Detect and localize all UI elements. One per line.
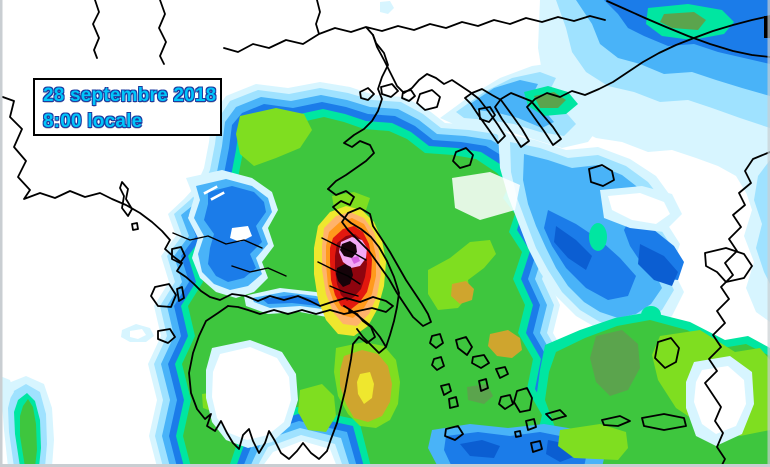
white-hole bbox=[694, 366, 746, 434]
coast-central-greece bbox=[327, 34, 389, 190]
storm-magenta-streak bbox=[351, 256, 360, 264]
borders-north bbox=[92, 0, 606, 65]
precip-bottom-blue bbox=[428, 424, 608, 467]
coast-chalkidiki bbox=[372, 15, 770, 148]
cyclades-islands bbox=[429, 333, 567, 453]
edge-strip-left bbox=[0, 0, 3, 467]
edge-strip-right bbox=[767, 0, 770, 467]
coast-sporades bbox=[359, 83, 474, 169]
lakes bbox=[416, 89, 496, 123]
coast-turkey bbox=[704, 151, 770, 467]
coast-mainland-west bbox=[0, 95, 394, 315]
white-streak-marks bbox=[203, 185, 225, 201]
date-text: 28 septembre 2018 bbox=[43, 85, 217, 106]
contour-path bbox=[451, 281, 474, 304]
contour-path bbox=[558, 424, 628, 460]
contour-path bbox=[660, 12, 706, 30]
streak bbox=[203, 185, 218, 195]
white-hole bbox=[130, 329, 146, 339]
coast-thrace bbox=[606, 0, 770, 58]
coast-peloponnese bbox=[188, 305, 376, 460]
spring-oval bbox=[589, 223, 607, 251]
contour-path bbox=[488, 330, 522, 358]
contour-path bbox=[357, 372, 374, 404]
ionian-islands bbox=[119, 181, 186, 344]
precip-ionian-blues bbox=[186, 170, 278, 298]
white-hole bbox=[608, 193, 670, 224]
contour-path bbox=[380, 1, 394, 14]
white-hole bbox=[212, 347, 291, 440]
storm-black-core bbox=[336, 264, 353, 287]
contour-path bbox=[236, 108, 312, 166]
contour-path bbox=[298, 384, 336, 432]
contour-path bbox=[590, 330, 640, 396]
time-text: 8:00 locale bbox=[43, 111, 143, 132]
contour-path bbox=[754, 160, 770, 284]
edge-strip-bottom bbox=[0, 464, 770, 467]
coast-euboea bbox=[341, 207, 432, 327]
contour-path bbox=[0, 376, 14, 402]
precip-topright-olive bbox=[660, 12, 706, 30]
coast-attica bbox=[327, 188, 400, 354]
white-hole bbox=[452, 172, 520, 220]
aegean-islands bbox=[588, 164, 753, 431]
storm-black-core bbox=[340, 241, 357, 258]
precip-bottomleft bbox=[0, 324, 154, 467]
edge-black-tick bbox=[764, 16, 770, 38]
precip-aegean-band bbox=[498, 132, 707, 342]
streak bbox=[210, 191, 225, 201]
contour-path bbox=[638, 244, 678, 286]
contour-path bbox=[554, 226, 592, 270]
peloponnese-dry-hole bbox=[206, 340, 298, 448]
datetime-label-box: 28 septembre 2018 8:00 locale bbox=[33, 78, 222, 136]
white-hole bbox=[230, 226, 252, 242]
contour-path bbox=[20, 399, 37, 467]
storm-cell bbox=[314, 206, 386, 336]
inland-boundaries bbox=[172, 232, 367, 297]
contour-path bbox=[428, 240, 496, 310]
contour-path bbox=[460, 440, 500, 458]
